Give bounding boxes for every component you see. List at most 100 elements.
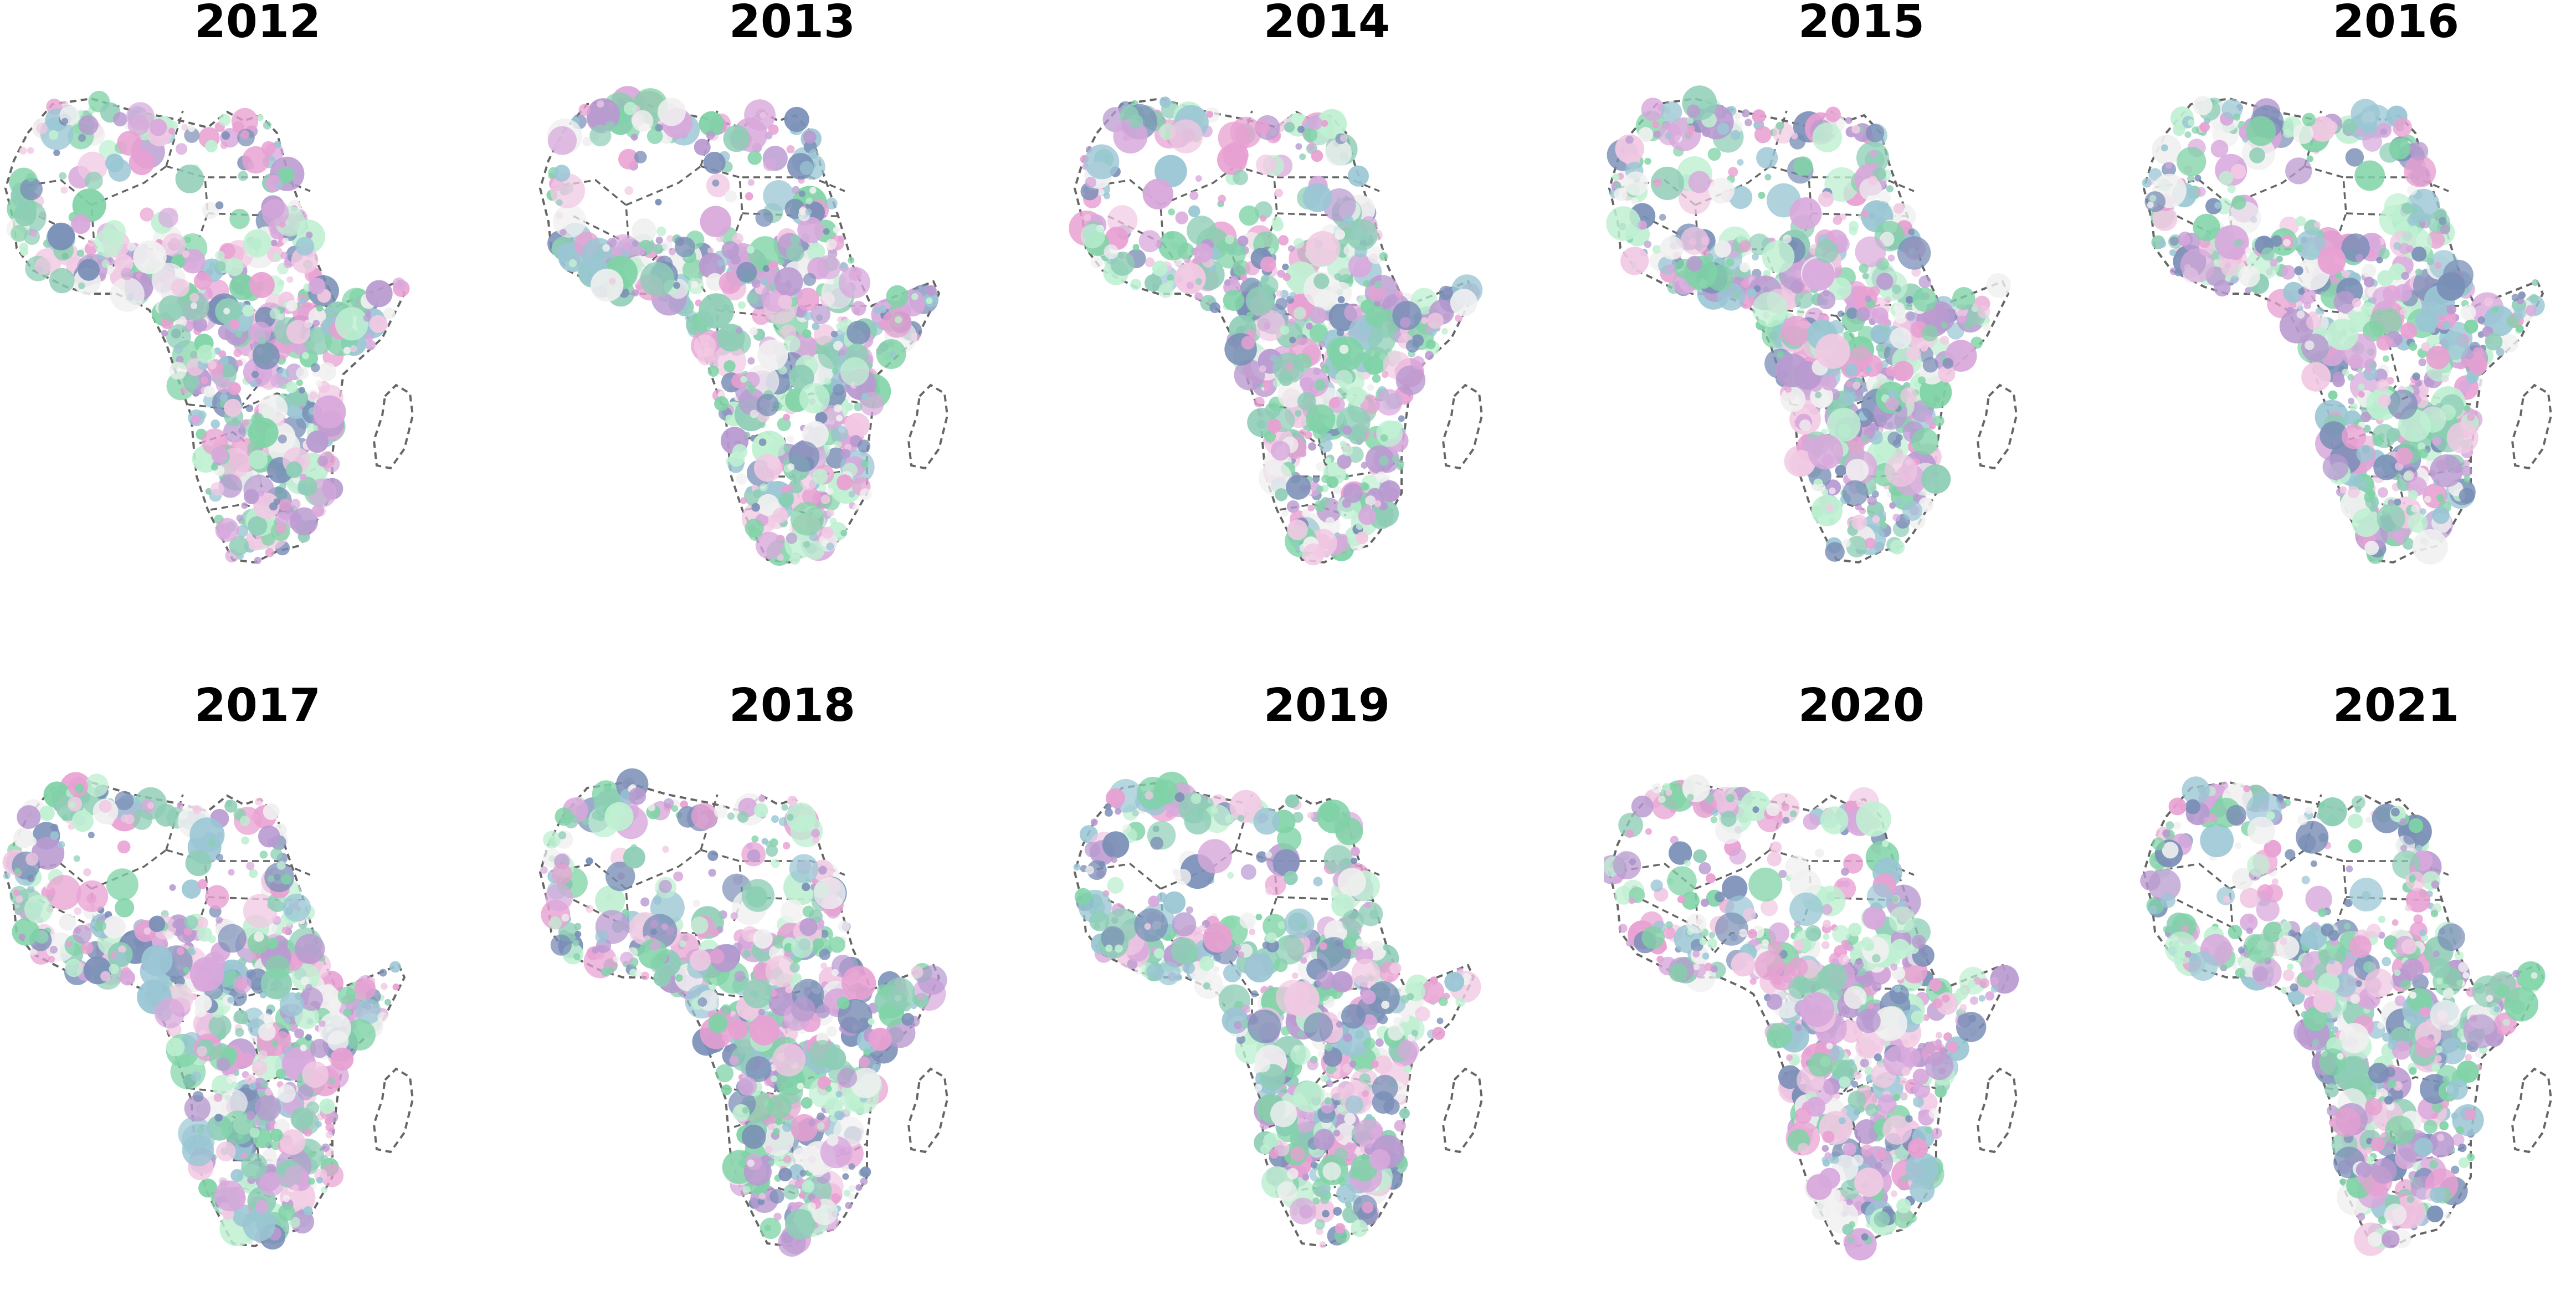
event-marker [1777, 351, 1784, 358]
event-marker [833, 227, 840, 233]
event-marker [265, 548, 275, 557]
event-marker [278, 434, 287, 443]
event-marker [769, 284, 776, 290]
event-marker [1752, 109, 1766, 123]
event-marker [2286, 307, 2293, 314]
event-marker [1849, 221, 1859, 231]
event-marker [786, 532, 797, 544]
event-marker [707, 851, 718, 861]
event-marker [283, 894, 311, 922]
event-marker [208, 839, 216, 847]
event-marker [2184, 131, 2191, 138]
event-marker [1741, 280, 1748, 288]
event-marker [1308, 505, 1315, 511]
event-marker [2403, 472, 2412, 481]
event-marker [253, 342, 280, 370]
event-marker [270, 848, 283, 860]
event-marker [787, 814, 793, 821]
event-marker [1782, 316, 1812, 346]
event-marker [1255, 120, 1270, 135]
event-marker [246, 862, 254, 870]
event-marker [2281, 265, 2296, 280]
event-marker [66, 941, 73, 947]
event-marker [2408, 513, 2428, 533]
event-marker [709, 984, 716, 991]
event-marker [1308, 116, 1322, 130]
event-marker [2196, 187, 2206, 197]
event-marker [215, 250, 225, 260]
event-marker [2249, 147, 2265, 163]
event-marker [286, 320, 311, 344]
event-marker [1918, 376, 1926, 384]
event-marker [71, 214, 90, 234]
event-marker [569, 259, 577, 268]
event-marker [1176, 212, 1188, 224]
event-marker [659, 880, 672, 893]
event-marker [669, 248, 676, 255]
event-marker [802, 329, 812, 339]
event-marker [690, 950, 711, 971]
map-panel-2016: 2016 [2138, 0, 2576, 617]
event-marker [99, 800, 112, 813]
event-marker [2246, 116, 2276, 146]
event-marker [2187, 175, 2194, 182]
event-marker [2302, 113, 2316, 126]
event-marker [742, 1107, 749, 1114]
event-marker [1818, 191, 1834, 207]
event-marker [245, 404, 253, 412]
event-marker [1877, 201, 1887, 211]
marker-layer [3, 772, 401, 1249]
event-marker [2364, 276, 2374, 287]
event-marker [750, 327, 758, 335]
event-marker [1762, 240, 1795, 273]
event-marker [321, 1155, 328, 1162]
event-marker [75, 784, 84, 793]
event-marker [49, 268, 75, 294]
event-marker [1682, 85, 1717, 120]
event-marker [223, 308, 230, 315]
event-marker [817, 1113, 825, 1121]
event-marker [754, 454, 782, 482]
event-marker [760, 1218, 782, 1239]
event-marker [831, 331, 838, 337]
event-marker [1133, 244, 1140, 250]
event-marker [1815, 239, 1839, 263]
africa-map [535, 734, 1050, 1288]
event-marker [2372, 286, 2396, 310]
event-marker [2323, 454, 2349, 480]
event-marker [2440, 224, 2450, 234]
event-marker [241, 503, 248, 509]
event-marker [1859, 508, 1866, 514]
event-marker [858, 439, 870, 452]
event-marker [2358, 383, 2365, 390]
event-marker [782, 804, 788, 811]
event-marker [276, 182, 284, 189]
event-marker [271, 240, 278, 247]
event-marker [839, 267, 870, 298]
event-marker [708, 366, 719, 377]
event-marker [827, 509, 834, 516]
event-marker [106, 868, 138, 900]
event-marker [2328, 391, 2337, 400]
event-marker [117, 841, 131, 854]
event-marker [1851, 515, 1867, 531]
event-marker [849, 1163, 855, 1170]
event-marker [620, 952, 633, 965]
event-marker [171, 279, 189, 297]
event-marker [1194, 243, 1213, 263]
event-marker [747, 151, 762, 165]
event-marker [743, 950, 751, 958]
event-marker [778, 1167, 792, 1181]
event-marker [217, 1057, 230, 1071]
event-marker [2459, 488, 2475, 504]
event-marker [2188, 119, 2194, 126]
event-marker [2230, 275, 2239, 284]
event-marker [756, 209, 773, 227]
event-marker [812, 322, 820, 330]
event-marker [1264, 385, 1271, 392]
event-marker [767, 1094, 792, 1119]
event-marker [712, 180, 720, 187]
event-marker [799, 1170, 807, 1177]
event-marker [83, 868, 91, 876]
event-marker [748, 179, 755, 186]
